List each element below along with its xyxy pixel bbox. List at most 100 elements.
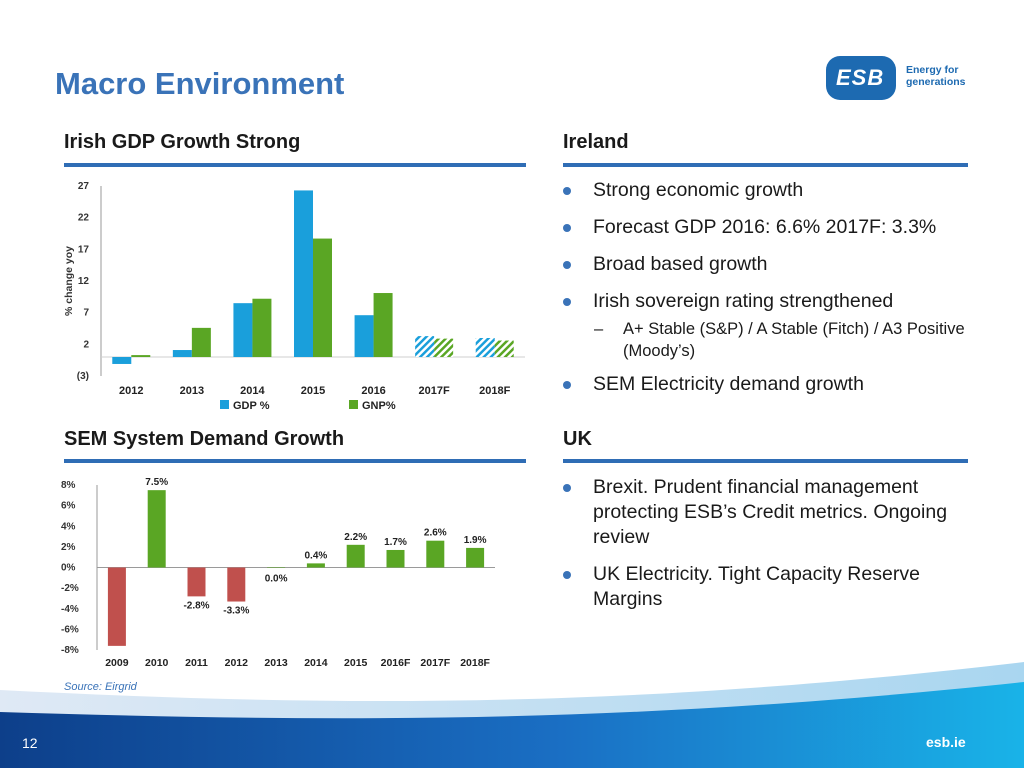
bullet-icon xyxy=(563,298,571,306)
gnp-bar xyxy=(191,327,211,357)
x-tick-label: 2014 xyxy=(304,657,328,669)
ireland-sub-bullet: – A+ Stable (S&P) / A Stable (Fitch) / A3… xyxy=(563,318,983,362)
ireland-section-heading: Ireland xyxy=(563,131,629,153)
y-tick-label: 8% xyxy=(61,480,76,491)
data-label: 7.5% xyxy=(145,477,168,488)
demand-bar xyxy=(386,549,405,568)
gnp-bar xyxy=(434,338,454,357)
sem-section-heading: SEM System Demand Growth xyxy=(64,428,345,450)
demand-bar xyxy=(187,567,206,597)
gdp-bar xyxy=(475,338,495,357)
ireland-bullet: Irish sovereign rating strengthened xyxy=(563,289,983,314)
bullet-text: Forecast GDP 2016: 6.6% 2017F: 3.3% xyxy=(593,216,937,238)
y-tick-label: -6% xyxy=(61,624,79,635)
gnp-bar xyxy=(131,355,151,357)
x-tick-label: 2013 xyxy=(180,385,204,397)
dash-icon: – xyxy=(594,320,604,338)
bullet-text: SEM Electricity demand growth xyxy=(593,373,864,395)
bullet-icon xyxy=(563,571,571,579)
sub-bullet-text: A+ Stable (S&P) / A Stable (Fitch) / A3 … xyxy=(623,320,965,360)
bullet-text: Broad based growth xyxy=(593,253,768,275)
site-url: esb.ie xyxy=(926,734,966,750)
legend-gnp-swatch xyxy=(349,400,358,409)
uk-bullet: UK Electricity. Tight Capacity Reserve M… xyxy=(563,562,963,612)
y-tick-label: 2 xyxy=(83,339,89,350)
y-tick-label: 7 xyxy=(83,308,89,319)
esb-logo-text: ESB xyxy=(836,65,885,90)
tagline: Energy for generations xyxy=(906,64,966,88)
page-title: Macro Environment xyxy=(55,66,345,101)
y-tick-label: 4% xyxy=(61,521,76,532)
ireland-section-rule xyxy=(563,163,968,167)
y-tick-label: 2% xyxy=(61,542,76,553)
data-label: -2.8% xyxy=(183,600,209,611)
demand-bar xyxy=(267,567,286,568)
gdp-bar xyxy=(233,303,253,357)
ireland-bullet: Broad based growth xyxy=(563,252,983,277)
y-tick-label: 27 xyxy=(78,181,90,192)
x-tick-label: 2016 xyxy=(361,385,385,397)
data-label: 0.4% xyxy=(305,550,328,561)
legend-gdp-swatch xyxy=(220,400,229,409)
x-tick-label: 2011 xyxy=(185,657,208,669)
x-tick-label: 2017F xyxy=(420,657,450,669)
x-tick-label: 2017F xyxy=(419,385,450,397)
sem-demand-chart: 8% 6% 4% 2% 0% -2% -4% -6% -8% 2009 7.5% 2010 -2.8% 2… xyxy=(61,477,495,669)
gdp-growth-chart: 27 22 17 12 7 2 (3) % change yoy 2012 2013 2014 201… xyxy=(63,181,525,412)
gnp-bar xyxy=(313,238,332,357)
legend-gdp-label: GDP % xyxy=(233,400,270,412)
uk-section-heading: UK xyxy=(563,428,592,450)
uk-bullet: Brexit. Prudent financial management pro… xyxy=(563,475,963,550)
gdp-bar xyxy=(294,190,313,357)
gdp-section-rule xyxy=(64,163,526,167)
data-label: -3.3% xyxy=(223,606,249,617)
x-tick-label: 2018F xyxy=(460,657,490,669)
demand-bar xyxy=(426,540,445,568)
bullet-icon xyxy=(563,187,571,195)
y-tick-label: -2% xyxy=(61,583,79,594)
bullet-icon xyxy=(563,261,571,269)
y-tick-label: 12 xyxy=(78,276,90,287)
bullet-text: UK Electricity. Tight Capacity Reserve M… xyxy=(593,563,920,610)
y-axis-label: % change yoy xyxy=(63,246,75,316)
demand-bar xyxy=(346,544,365,568)
y-tick-label: 0% xyxy=(61,563,76,574)
demand-bar xyxy=(466,547,485,568)
x-tick-label: 2015 xyxy=(344,657,368,669)
gdp-section-heading: Irish GDP Growth Strong xyxy=(64,131,301,153)
ireland-bullet: Forecast GDP 2016: 6.6% 2017F: 3.3% xyxy=(563,215,983,240)
page-number: 12 xyxy=(22,735,38,751)
bullet-text: Strong economic growth xyxy=(593,179,804,201)
x-tick-label: 2014 xyxy=(240,385,265,397)
data-label: 2.6% xyxy=(424,528,447,539)
ireland-bullets: Strong economic growth Forecast GDP 2016… xyxy=(563,178,983,397)
x-tick-label: 2016F xyxy=(381,657,411,669)
x-tick-label: 2009 xyxy=(105,657,129,669)
y-tick-label: -4% xyxy=(61,604,79,615)
esb-logo xyxy=(826,56,896,100)
gdp-bar xyxy=(415,336,435,357)
bullet-text: Brexit. Prudent financial management pro… xyxy=(593,476,948,548)
gdp-bar xyxy=(172,350,192,357)
x-tick-label: 2015 xyxy=(301,385,325,397)
x-tick-label: 2012 xyxy=(119,385,143,397)
demand-bar xyxy=(107,567,126,646)
x-tick-label: 2013 xyxy=(264,657,288,669)
x-tick-label: 2010 xyxy=(145,657,169,669)
gnp-bar xyxy=(252,298,272,357)
y-tick-label: 17 xyxy=(78,244,90,255)
uk-bullets: Brexit. Prudent financial management pro… xyxy=(563,475,963,612)
x-tick-label: 2012 xyxy=(225,657,249,669)
uk-section-rule xyxy=(563,459,968,463)
data-label: 2.2% xyxy=(344,532,367,543)
source-note: Source: Eirgrid xyxy=(64,681,137,693)
data-label: 0.0% xyxy=(265,574,288,585)
bullet-icon xyxy=(563,484,571,492)
ireland-bullet: SEM Electricity demand growth xyxy=(563,372,983,397)
y-tick-label: -8% xyxy=(61,645,79,656)
demand-bar xyxy=(147,490,166,568)
y-tick-label: (3) xyxy=(77,371,89,382)
bullet-icon xyxy=(563,224,571,232)
bullet-icon xyxy=(563,381,571,389)
